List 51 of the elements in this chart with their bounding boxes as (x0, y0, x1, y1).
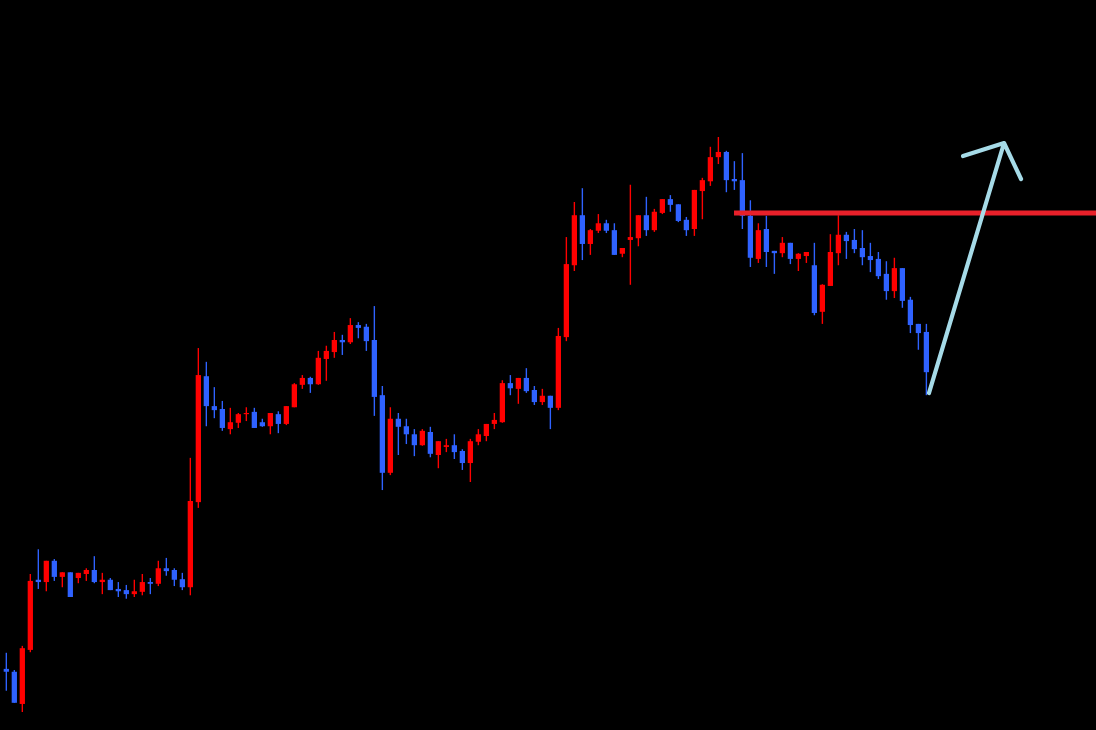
candlestick (227, 407, 233, 435)
candlestick (411, 428, 417, 457)
candlestick (779, 236, 786, 258)
candlestick (587, 228, 593, 256)
candlestick (459, 448, 465, 471)
candlestick (51, 558, 57, 582)
candlestick (267, 412, 273, 435)
candlestick (891, 257, 898, 299)
candlestick (915, 323, 922, 351)
candlestick (643, 196, 650, 237)
candlestick (219, 400, 225, 432)
candlestick (523, 367, 529, 394)
candlestick (851, 228, 858, 254)
candlestick (835, 214, 842, 266)
candlestick (139, 573, 145, 596)
candlestick (651, 208, 658, 233)
candlestick (507, 374, 513, 396)
candlestick (531, 385, 537, 406)
candlestick (251, 407, 257, 429)
candlestick (435, 440, 441, 469)
candlestick (699, 177, 706, 220)
candlestick (283, 405, 289, 426)
candlestick (395, 412, 401, 456)
candlestick (883, 260, 890, 301)
candlestick (3, 652, 9, 692)
candlestick (635, 214, 642, 247)
candlestick (211, 386, 217, 419)
candlestick (683, 216, 690, 237)
candlestick (763, 215, 770, 268)
candlestick (403, 418, 409, 445)
candlestick (515, 377, 521, 405)
candlestick (595, 213, 601, 234)
candlestick (91, 555, 97, 584)
candlestick (427, 426, 433, 458)
candlestick (291, 382, 297, 408)
candlestick (875, 251, 882, 280)
candlestick (843, 231, 850, 260)
candlestick (547, 395, 553, 430)
candlestick (331, 331, 337, 359)
candlestick (467, 438, 473, 483)
candlestick (347, 317, 353, 345)
candlestick (323, 345, 329, 382)
candlestick (275, 410, 281, 434)
candlestick (155, 560, 161, 587)
candlestick (859, 229, 866, 266)
candlestick (867, 242, 874, 273)
candlestick (363, 323, 369, 352)
candlestick (627, 184, 634, 286)
candlestick (715, 136, 722, 165)
candlestick (43, 560, 49, 592)
candlestick (451, 433, 457, 460)
